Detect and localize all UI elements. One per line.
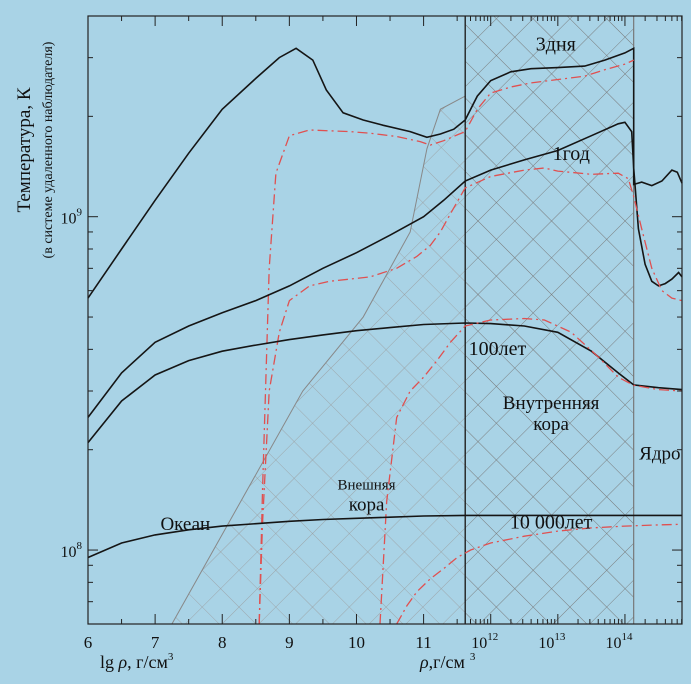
region-label: кора (349, 494, 385, 515)
inner-crust-hatch (465, 16, 634, 624)
x-tick-label: 7 (151, 633, 160, 652)
y-tick-label: 109 (61, 207, 83, 228)
x-tick-label: 8 (218, 633, 227, 652)
cooling-curves: 3дня 1год 100лет 10 000лет (87, 34, 683, 625)
x-tick-label: 10 (348, 633, 365, 652)
y-tick-label: 108 (61, 540, 83, 561)
y-axis-sublabel: (в системе удаленного наблюдателя) (41, 41, 56, 258)
region-label: Ядро (639, 443, 680, 464)
outer-crust-hatch (171, 95, 466, 625)
curve-label: 3дня (536, 34, 576, 56)
y-axis-title: Температура, К (в системе удаленного наб… (14, 41, 56, 258)
plot-frame (87, 15, 683, 625)
x-tick-label: 1013 (538, 631, 566, 652)
x-axis-label-left: lg ρ, г/см3 (100, 651, 174, 672)
series-line-3 (87, 121, 683, 418)
region-label: кора (533, 414, 569, 435)
curve-label: 10 000лет (510, 512, 593, 534)
y-axis-label: Температура, К (14, 87, 35, 212)
x-axis-label-right: ρ,г/см 3 (419, 651, 476, 672)
series-line-7 (87, 514, 682, 559)
series-line-2 (258, 59, 634, 625)
curve-label: 100лет (469, 338, 527, 360)
series-line-8 (396, 523, 683, 625)
series-line-6 (379, 317, 683, 625)
region-label: Внутренняя (503, 393, 600, 414)
series-line-1 (87, 46, 683, 299)
series-line-5 (87, 322, 683, 444)
x-tick-label: 1014 (605, 631, 633, 652)
curve-label: 1год (553, 143, 590, 165)
x-tick-label: 9 (285, 633, 294, 652)
x-tick-label: 1012 (471, 631, 498, 652)
region-label: Внешняя (338, 477, 396, 493)
x-tick-label: 6 (84, 633, 93, 652)
x-tick-label: 11 (415, 633, 431, 652)
region-label: Океан (160, 514, 210, 535)
